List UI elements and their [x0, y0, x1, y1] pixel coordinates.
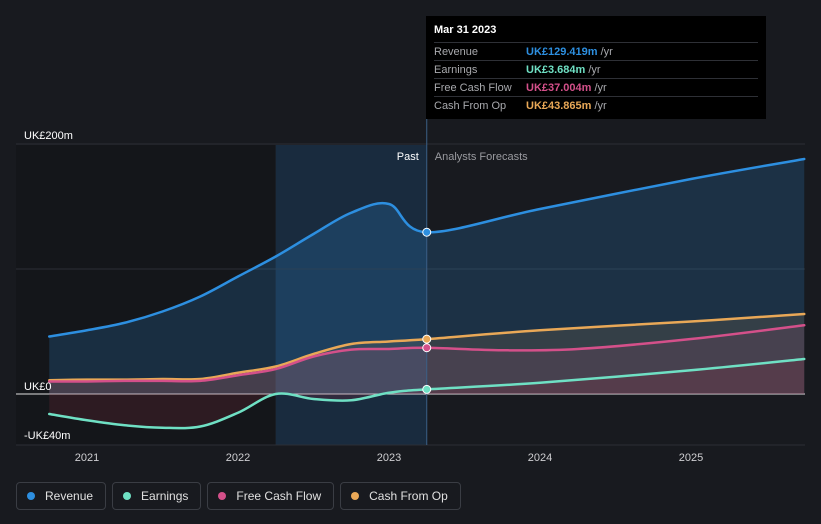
x-tick-label: 2023 — [377, 452, 401, 464]
hover-highlight-band — [275, 145, 427, 445]
forecast-label: Analysts Forecasts — [435, 151, 528, 163]
tooltip-value: UK£37.004m — [526, 81, 592, 94]
legend-label: Revenue — [45, 489, 94, 503]
x-tick-label: 2021 — [75, 452, 99, 464]
y-tick-label: UK£200m — [24, 130, 73, 142]
tooltip-unit: /yr — [594, 81, 607, 94]
fcf-line — [48, 324, 806, 383]
tooltip-label: Free Cash Flow — [434, 81, 512, 94]
free-cash-flow-dot-icon — [218, 492, 227, 500]
series-lines — [48, 157, 806, 430]
tooltip-unit: /yr — [600, 45, 613, 58]
earnings-line — [48, 357, 806, 430]
tooltip-unit: /yr — [594, 99, 607, 112]
chart-legend: Revenue Earnings Free Cash Flow Cash Fro… — [16, 482, 461, 510]
tooltip-label: Revenue — [434, 45, 479, 58]
tooltip-row-cash-from-op: Cash From Op UK£43.865m /yr — [434, 96, 758, 114]
y-tick-label: UK£0 — [24, 381, 52, 393]
legend-item-free-cash-flow[interactable]: Free Cash Flow — [207, 482, 335, 510]
cash-from-op-dot-icon — [351, 492, 360, 500]
legend-item-earnings[interactable]: Earnings — [112, 482, 202, 510]
revenue-line — [48, 157, 806, 338]
tooltip-value: UK£129.419m — [526, 45, 598, 58]
legend-label: Earnings — [141, 489, 189, 503]
tooltip-value: UK£3.684m — [526, 63, 586, 76]
tooltip-row-revenue: Revenue UK£129.419m /yr — [434, 42, 758, 60]
y-tick-label: -UK£40m — [24, 430, 70, 442]
gridlines — [16, 143, 805, 446]
tooltip-row-earnings: Earnings UK£3.684m /yr — [434, 60, 758, 78]
legend-item-cash-from-op[interactable]: Cash From Op — [340, 482, 461, 510]
earnings-dot-icon — [123, 492, 132, 500]
legend-label: Free Cash Flow — [236, 489, 322, 503]
cfo-marker — [422, 334, 432, 344]
tooltip-row-free-cash-flow: Free Cash Flow UK£37.004m /yr — [434, 78, 758, 96]
legend-item-revenue[interactable]: Revenue — [16, 482, 107, 510]
tooltip-label: Cash From Op — [434, 99, 507, 112]
earnings-marker — [422, 384, 432, 394]
data-tooltip: Mar 31 2023 Revenue UK£129.419m /yr Earn… — [426, 16, 766, 119]
x-tick-label: 2022 — [226, 452, 250, 464]
past-label: Past — [397, 151, 419, 163]
tooltip-unit: /yr — [588, 63, 601, 76]
past-shaded-region — [16, 145, 275, 445]
tooltip-date: Mar 31 2023 — [434, 24, 497, 36]
revenue-marker — [422, 227, 432, 237]
axis-labels: UK£200m UK£0 -UK£40m 2021 2022 2023 2024 2025 — [24, 130, 703, 464]
x-tick-label: 2024 — [528, 452, 552, 464]
x-tick-label: 2025 — [679, 452, 703, 464]
cfo-line — [48, 312, 806, 382]
legend-label: Cash From Op — [369, 489, 448, 503]
tooltip-label: Earnings — [434, 63, 478, 76]
revenue-dot-icon — [27, 492, 35, 500]
tooltip-value: UK£43.865m — [526, 99, 592, 112]
fcf-marker — [422, 343, 432, 353]
series-markers — [422, 227, 432, 394]
